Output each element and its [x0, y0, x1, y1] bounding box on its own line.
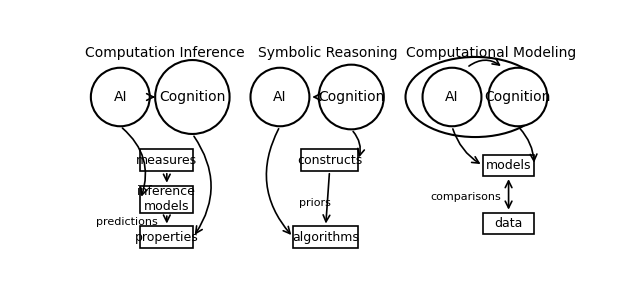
- Bar: [483, 212, 534, 234]
- Text: predictions: predictions: [95, 217, 157, 227]
- Bar: [140, 149, 193, 171]
- Text: Computational Modeling: Computational Modeling: [406, 46, 576, 60]
- Bar: [301, 149, 358, 171]
- Bar: [483, 155, 534, 176]
- Text: algorithms: algorithms: [292, 231, 359, 244]
- Text: comparisons: comparisons: [431, 192, 501, 202]
- Text: Cognition: Cognition: [484, 90, 551, 104]
- Text: properties: properties: [135, 231, 198, 244]
- Text: AI: AI: [273, 90, 287, 104]
- Text: Computation Inference: Computation Inference: [85, 46, 245, 60]
- Text: priors: priors: [299, 198, 331, 208]
- Text: AI: AI: [113, 90, 127, 104]
- Ellipse shape: [319, 65, 384, 129]
- Ellipse shape: [250, 68, 309, 126]
- Text: Symbolic Reasoning: Symbolic Reasoning: [258, 46, 398, 60]
- Text: inference
models: inference models: [138, 186, 196, 213]
- Ellipse shape: [488, 68, 547, 126]
- Ellipse shape: [422, 68, 481, 126]
- Text: models: models: [486, 159, 531, 172]
- Text: Cognition: Cognition: [159, 90, 225, 104]
- Text: data: data: [494, 217, 523, 230]
- Ellipse shape: [155, 60, 230, 134]
- Ellipse shape: [406, 57, 545, 137]
- Text: measures: measures: [136, 154, 197, 167]
- Bar: [140, 186, 193, 213]
- Text: constructs: constructs: [297, 154, 362, 167]
- Text: AI: AI: [445, 90, 459, 104]
- Bar: [140, 226, 193, 248]
- Text: Cognition: Cognition: [318, 90, 385, 104]
- Bar: [293, 226, 358, 248]
- Ellipse shape: [91, 68, 150, 126]
